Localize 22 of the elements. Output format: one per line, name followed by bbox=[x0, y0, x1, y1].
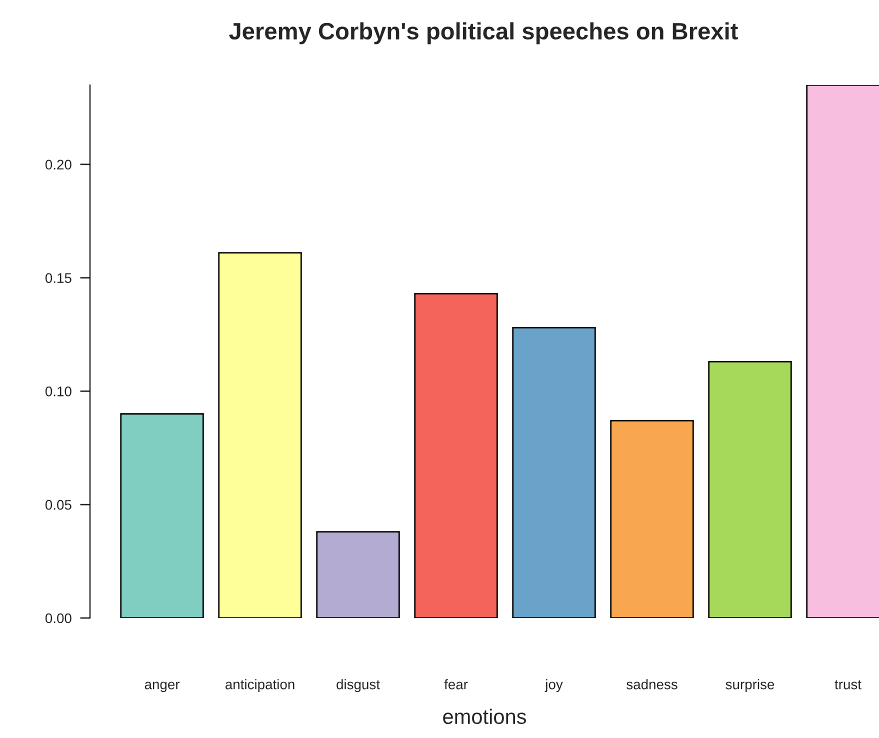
x-tick-label: anticipation bbox=[225, 679, 294, 692]
x-axis-title: emotions bbox=[443, 708, 526, 724]
y-tick-label: 0.10 bbox=[45, 386, 72, 396]
bar bbox=[414, 292, 498, 618]
x-tick-label: fear bbox=[444, 679, 468, 690]
y-tick-label: 0.15 bbox=[45, 273, 72, 283]
bar bbox=[218, 252, 302, 618]
x-tick-label: trust bbox=[834, 680, 862, 690]
bar bbox=[120, 413, 204, 618]
y-tick-label: 0.05 bbox=[45, 500, 72, 510]
bar bbox=[708, 361, 792, 618]
chart-title: Jeremy Corbyn's political speeches on Brexit bbox=[229, 22, 738, 44]
x-tick-label: sadness bbox=[626, 679, 678, 690]
x-tick-label: disgust bbox=[336, 679, 380, 692]
bar bbox=[512, 326, 596, 618]
x-tick-label: anger bbox=[144, 682, 180, 692]
x-tick-label: surprise bbox=[726, 679, 774, 692]
y-tick-label: 0.00 bbox=[45, 613, 72, 624]
bar bbox=[316, 531, 400, 618]
y-tick-label: 0.20 bbox=[45, 160, 72, 170]
bar bbox=[610, 420, 694, 618]
x-tick-label: joy bbox=[544, 679, 563, 692]
